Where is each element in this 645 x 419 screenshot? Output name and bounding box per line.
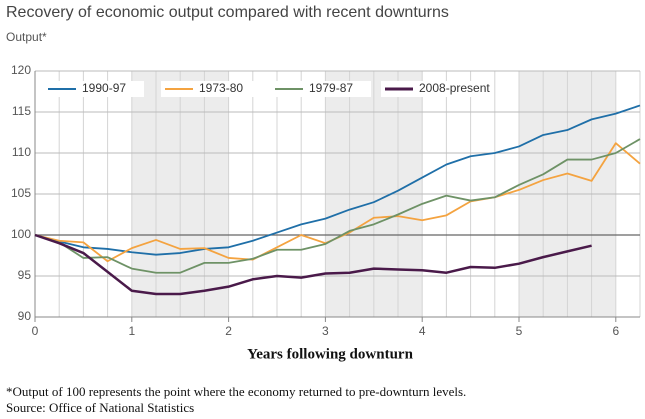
x-tick-label: 5: [516, 324, 523, 338]
legend-bg: [44, 81, 144, 97]
x-axis-label: Years following downturn: [247, 346, 414, 362]
legend-bg: [161, 81, 261, 97]
chart-title: Recovery of economic output compared wit…: [6, 4, 449, 21]
source: Source: Office of National Statistics: [6, 400, 194, 415]
x-tick-label: 0: [32, 324, 39, 338]
y-tick-label: 100: [11, 227, 31, 241]
y-tick-label: 105: [11, 186, 31, 200]
series-line: [34, 233, 592, 296]
y-tick-label: 115: [12, 104, 31, 118]
legend-label: 1979-87: [309, 81, 353, 95]
footnote: *Output of 100 represents the point wher…: [6, 384, 466, 399]
legend-label: 1990-97: [82, 81, 126, 95]
subtitle: Output*: [6, 30, 47, 44]
legend-bg: [271, 81, 371, 97]
x-tick-label: 1: [128, 324, 135, 338]
legend-bg: [381, 81, 479, 97]
y-tick-label: 110: [12, 145, 31, 159]
x-tick-label: 2: [225, 324, 232, 338]
y-tick-label: 90: [18, 309, 32, 323]
x-tick-label: 3: [322, 324, 329, 338]
x-tick-label: 4: [419, 324, 426, 338]
series-line: [34, 104, 641, 256]
legend-label: 1973-80: [199, 81, 243, 95]
x-tick-label: 6: [612, 324, 619, 338]
y-tick-label: 95: [18, 268, 32, 282]
series-line: [34, 138, 641, 274]
y-tick-label: 120: [11, 63, 31, 77]
legend-label: 2008-present: [419, 81, 490, 95]
